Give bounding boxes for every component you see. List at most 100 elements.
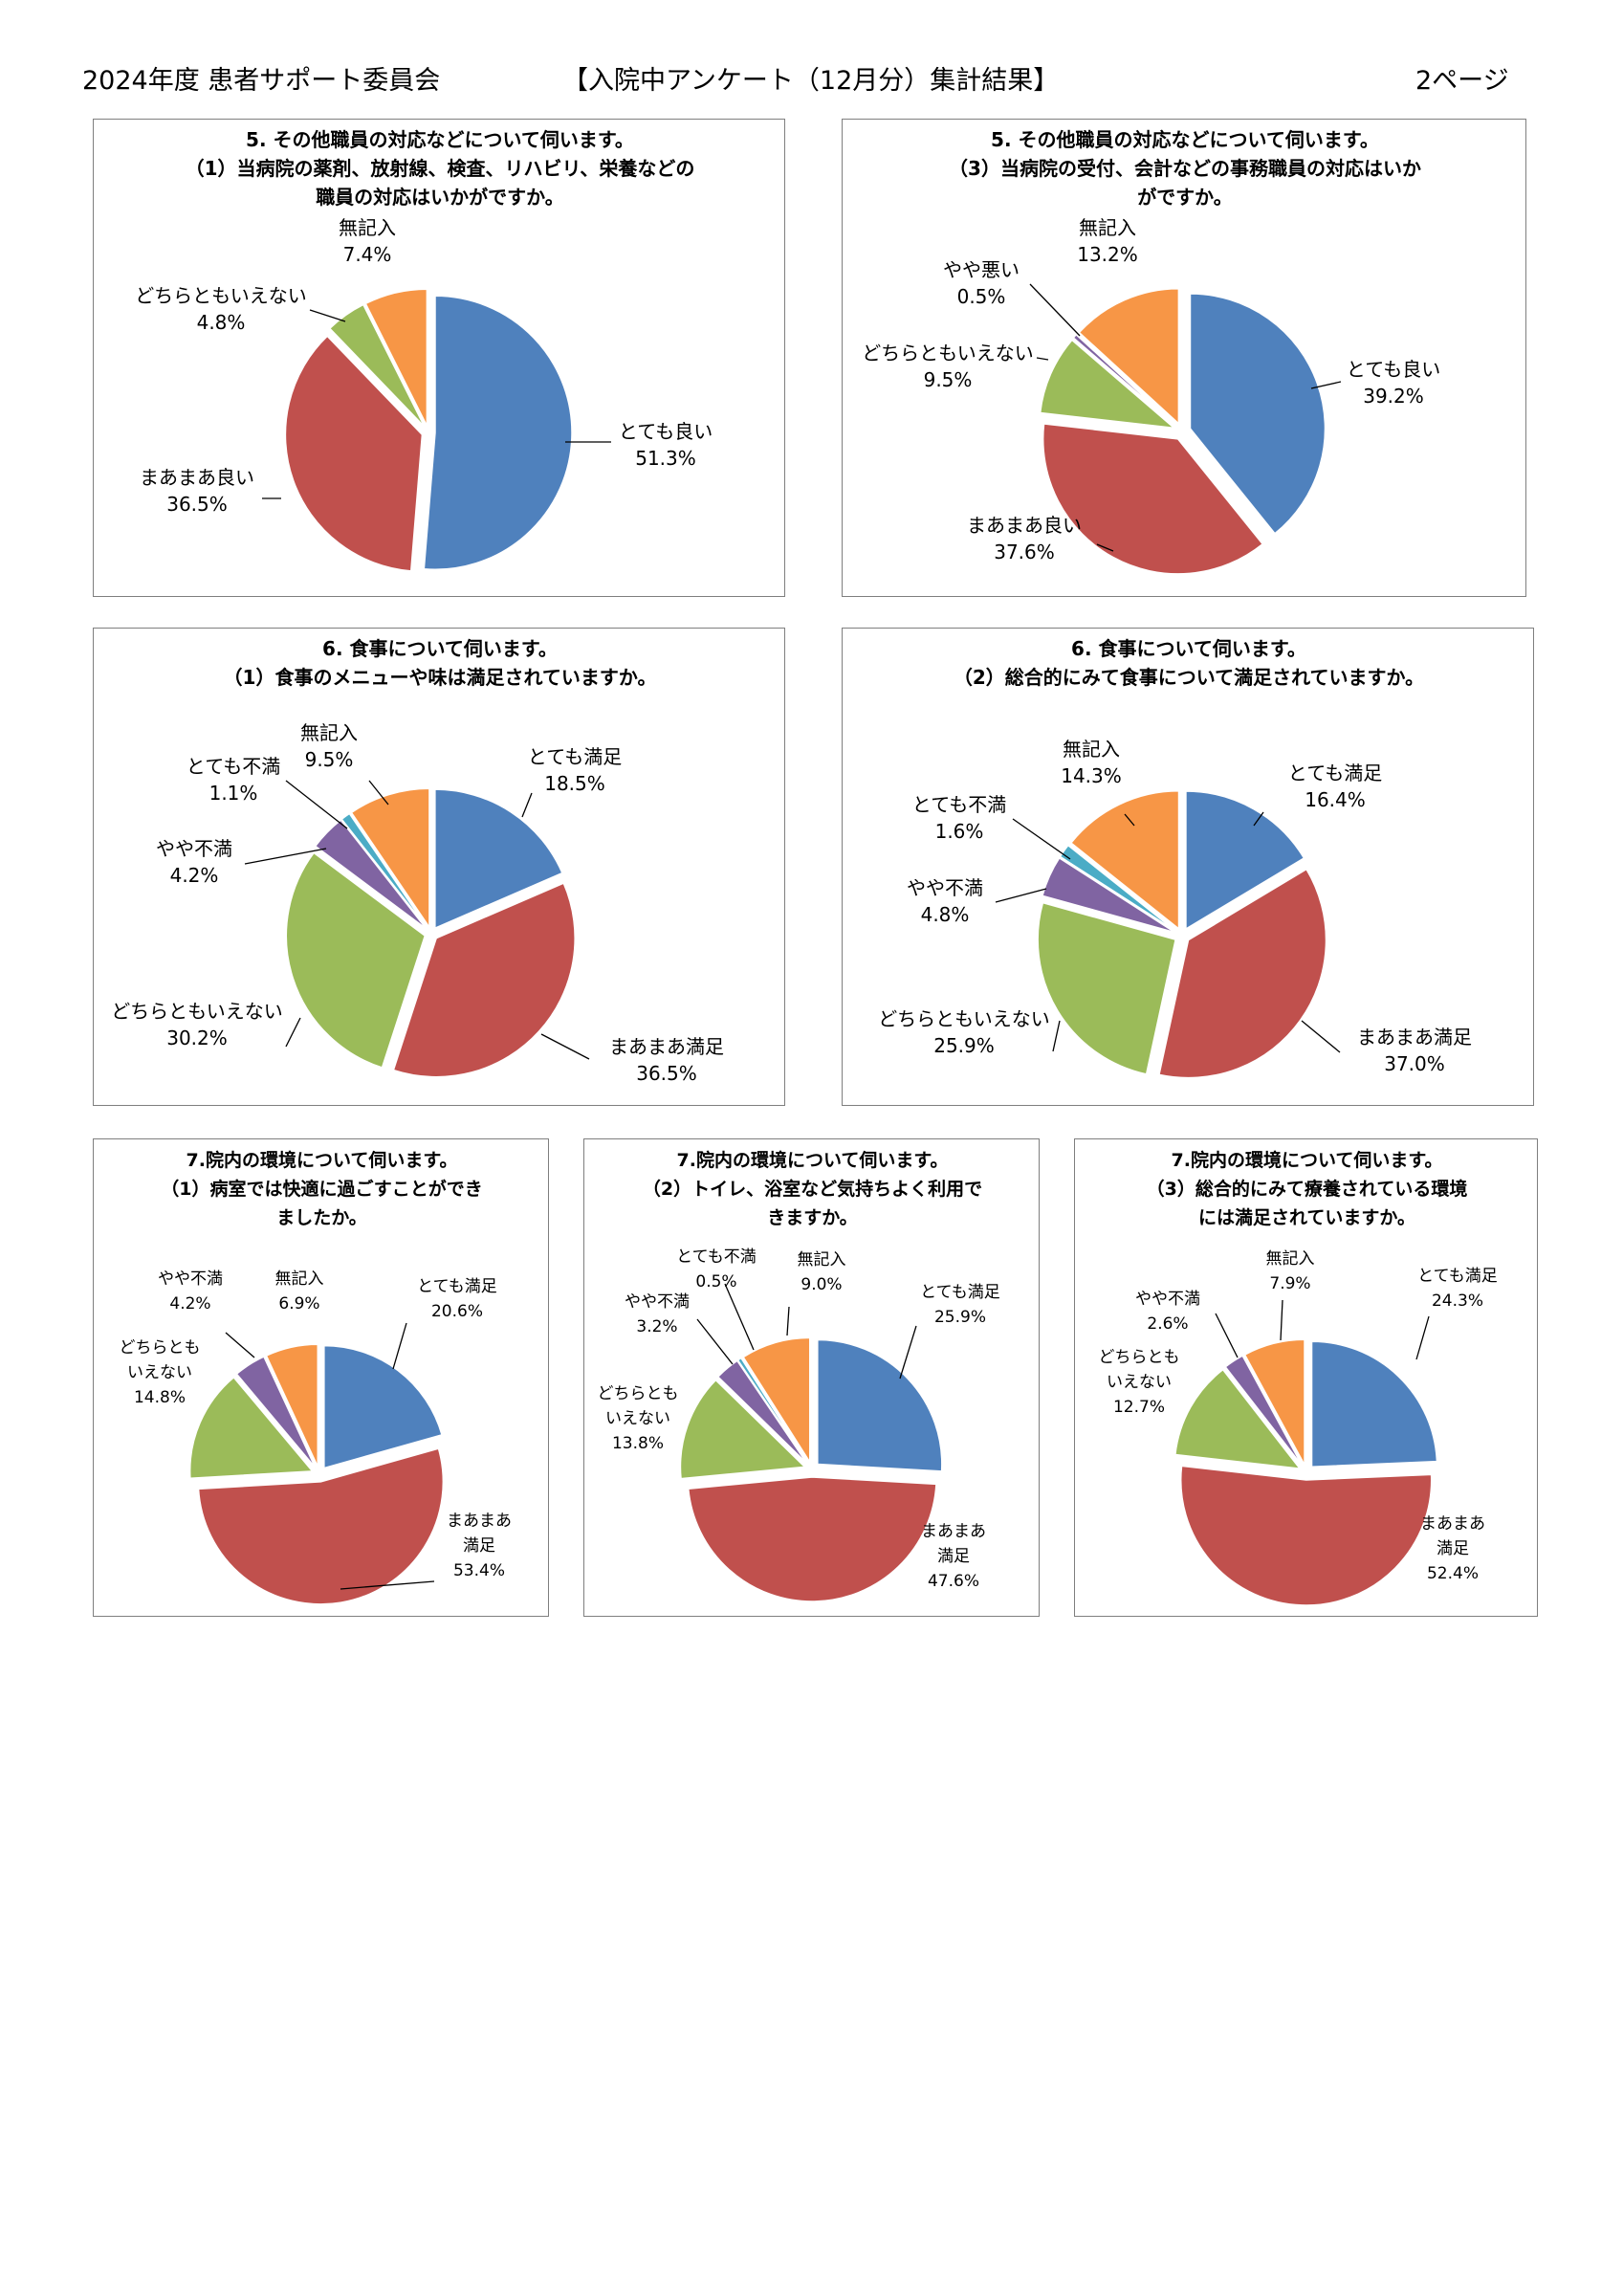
- data-label-value: 14.8%: [134, 1388, 186, 1407]
- data-label-category: どちらとも: [1099, 1348, 1180, 1367]
- pie-slice-1: [1185, 790, 1305, 931]
- data-label-category: とても満足: [920, 1283, 1000, 1302]
- data-label-value: 3.2%: [636, 1317, 677, 1336]
- leader-line: [521, 792, 533, 818]
- data-label-value: 1.6%: [935, 820, 984, 843]
- data-label-category: どちらとも: [598, 1384, 679, 1403]
- data-label-value: 37.6%: [994, 541, 1055, 563]
- data-label-category: 無記入: [339, 216, 396, 239]
- chart-title-line: （2）総合的にみて食事について満足されていますか。: [954, 666, 1424, 689]
- pie-chart-panel-4: 6. 食事について伺います。 （2）総合的にみて食事について満足されていますか。と…: [842, 628, 1534, 1106]
- leader-line: [1012, 818, 1071, 860]
- data-label-value: 25.9%: [934, 1308, 986, 1327]
- data-label-value: 6.9%: [278, 1294, 319, 1314]
- data-label-category: 満足: [937, 1547, 970, 1566]
- chart-title-line: 7.院内の環境について伺います。: [186, 1149, 458, 1171]
- pie-slice-4: [1224, 1355, 1304, 1467]
- data-label-category: まあまあ満足: [609, 1035, 724, 1058]
- chart-title-line: 7.院内の環境について伺います。: [677, 1149, 949, 1171]
- pie-slice-1: [423, 295, 573, 571]
- pie-slice-6: [1069, 790, 1180, 931]
- pie-slice-5: [265, 1343, 319, 1468]
- data-label-category: やや悪い: [943, 258, 1020, 281]
- data-label-value: 52.4%: [1427, 1564, 1479, 1583]
- page-number: 2ページ: [1415, 66, 1509, 96]
- pie-chart-3: 6. 食事について伺います。 （1）食事のメニューや味は満足されていますか。とても…: [111, 637, 724, 1085]
- data-label-value: 16.4%: [1305, 788, 1366, 811]
- data-label-value: 30.2%: [166, 1027, 228, 1049]
- leader-line: [285, 780, 348, 829]
- data-label-value: 1.1%: [209, 782, 258, 805]
- data-label-value: 9.0%: [801, 1275, 842, 1294]
- data-label-value: 25.9%: [933, 1034, 995, 1057]
- pie-chart-panel-2: 5. その他職員の対応などについて伺います。 （3）当病院の受付、会計などの事務職…: [842, 119, 1526, 597]
- pie-slice-1: [817, 1338, 943, 1472]
- data-label-value: 4.2%: [170, 864, 219, 887]
- report-subtitle: 【入院中アンケート（12月分）集計結果】: [562, 66, 1060, 96]
- pie-slice-2: [197, 1447, 445, 1605]
- data-label-category: どちらともいえない: [878, 1007, 1050, 1030]
- data-label-value: 4.8%: [197, 311, 246, 334]
- pie-slice-3: [1037, 901, 1177, 1075]
- chart-title-line: 5. その他職員の対応などについて伺います。: [991, 128, 1379, 151]
- data-label-category: どちらともいえない: [862, 342, 1034, 364]
- chart-title-line: 7.院内の環境について伺います。: [1172, 1149, 1443, 1171]
- leader-line: [1036, 357, 1049, 361]
- data-label-category: どちらともいえない: [135, 284, 307, 307]
- pie-slice-2: [1180, 1465, 1433, 1606]
- pie-slice-5: [736, 1357, 809, 1464]
- pie-chart-2: 5. その他職員の対応などについて伺います。 （3）当病院の受付、会計などの事務職…: [862, 128, 1440, 575]
- leader-line: [995, 888, 1047, 903]
- data-label-value: 20.6%: [431, 1302, 483, 1321]
- data-label-category: どちらとも: [120, 1338, 201, 1358]
- chart-title-line: 6. 食事について伺います。: [322, 637, 558, 660]
- data-label-category: とても満足: [417, 1277, 497, 1296]
- data-label-value: 13.8%: [612, 1434, 664, 1453]
- leader-line: [1029, 283, 1081, 337]
- pie-chart-panel-7: 7.院内の環境について伺います。 （3）総合的にみて療養されている環境 には満足され…: [1074, 1138, 1538, 1617]
- pie-slice-6: [742, 1336, 811, 1465]
- chart-title-line: には満足されていますか。: [1198, 1207, 1415, 1228]
- chart-title-line: （3）総合的にみて療養されている環境: [1147, 1178, 1468, 1200]
- data-label-value: 13.2%: [1077, 243, 1138, 266]
- pie-slice-4: [1072, 333, 1176, 427]
- pie-slice-1: [434, 788, 563, 930]
- leader-line: [1096, 543, 1114, 552]
- leader-line: [1124, 813, 1135, 827]
- data-label-value: 9.5%: [305, 748, 354, 771]
- chart-title-line: 5. その他職員の対応などについて伺います。: [246, 128, 634, 151]
- pie-slice-2: [1042, 423, 1264, 575]
- leader-line: [392, 1322, 407, 1370]
- leader-line: [368, 780, 389, 806]
- data-label-value: 47.6%: [928, 1572, 979, 1591]
- chart-title-line: 職員の対応はいかがですか。: [316, 186, 564, 209]
- pie-slice-2: [392, 882, 576, 1078]
- data-label-category: 無記入: [798, 1250, 846, 1269]
- pie-slice-4: [1041, 856, 1176, 934]
- chart-title-line: ましたか。: [276, 1207, 367, 1228]
- data-label-value: 51.3%: [635, 447, 696, 470]
- data-label-value: 0.5%: [957, 285, 1006, 308]
- data-label-category: 無記入: [275, 1269, 324, 1289]
- data-label-category: やや不満: [156, 837, 232, 860]
- leader-line: [1310, 381, 1342, 389]
- data-label-category: まあまあ: [921, 1522, 986, 1541]
- pie-slice-1: [1189, 293, 1327, 535]
- pie-slice-1: [323, 1344, 443, 1469]
- data-label-category: 満足: [1437, 1539, 1469, 1558]
- pie-slice-3: [285, 851, 427, 1069]
- pie-chart-panel-1: 5. その他職員の対応などについて伺います。 （1）当病院の薬剤、放射線、検査、リ…: [93, 119, 785, 597]
- data-label-value: 39.2%: [1363, 385, 1424, 408]
- pie-slice-2: [687, 1476, 937, 1602]
- leader-line: [786, 1306, 790, 1336]
- data-label-category: やや不満: [625, 1292, 690, 1312]
- leader-line: [244, 848, 327, 865]
- data-label-category: まあまあ満足: [1357, 1026, 1472, 1049]
- pie-slice-3: [328, 303, 426, 428]
- pie-slice-3: [679, 1379, 807, 1480]
- data-label-value: 9.5%: [924, 368, 973, 391]
- data-label-category: とても不満: [676, 1247, 757, 1267]
- data-label-category: いえない: [605, 1409, 670, 1428]
- leader-line: [1253, 811, 1264, 827]
- data-label-category: とても良い: [1347, 358, 1440, 381]
